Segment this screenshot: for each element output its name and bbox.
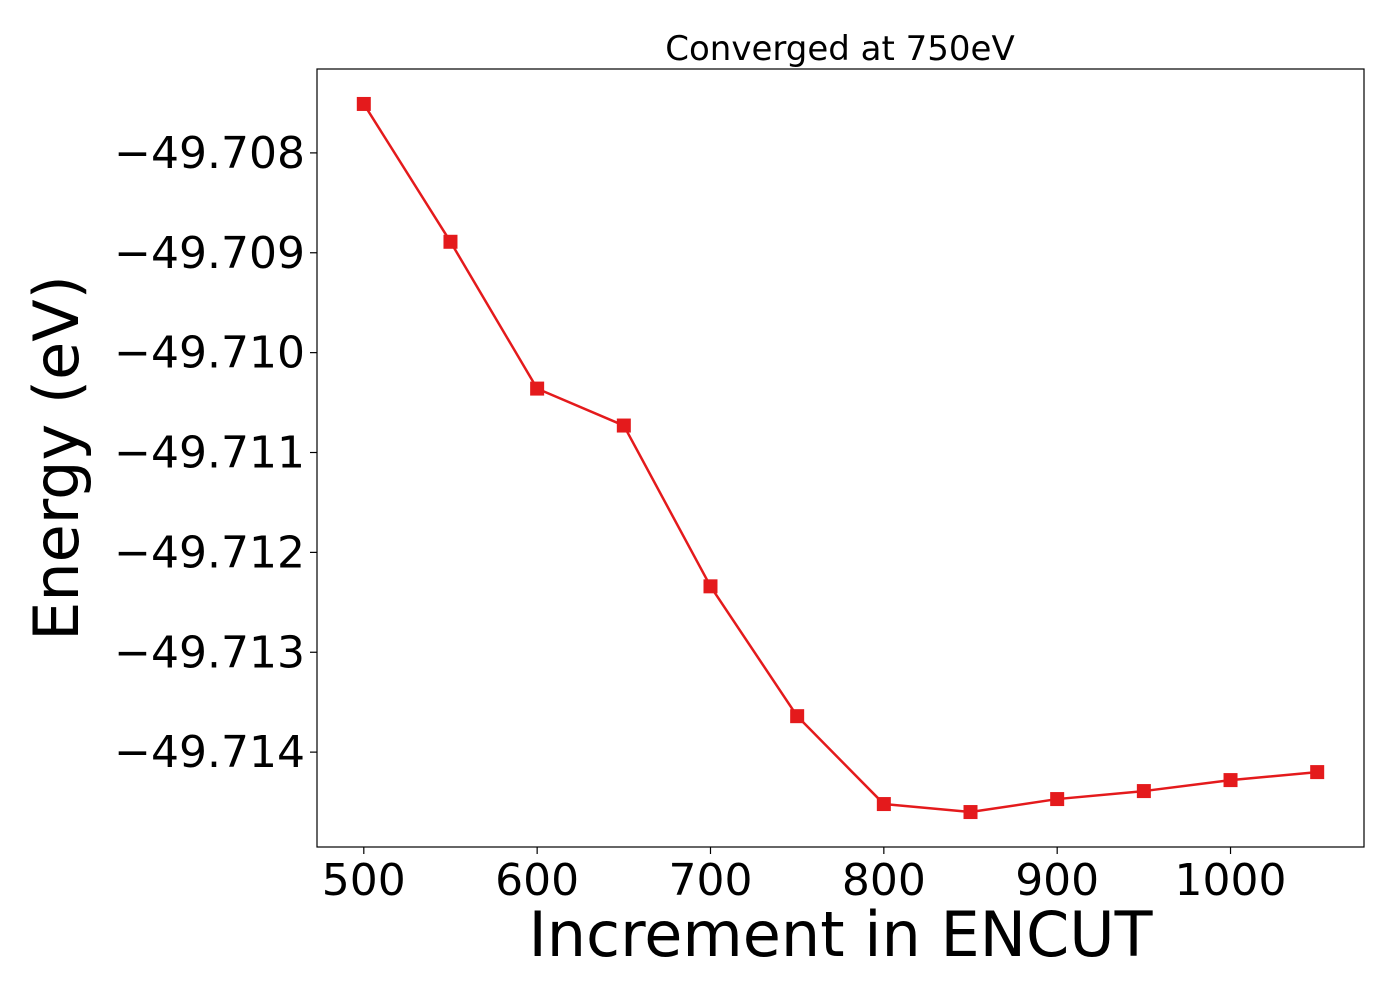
y-tick-label: −49.710 [114,328,305,379]
x-axis-ticks: 500 600 700 800 900 1000 [322,847,1287,906]
y-axis-title: Energy (eV) [20,275,93,641]
chart-title: Converged at 750eV [665,29,1014,69]
data-point [530,381,545,396]
data-point [790,709,805,724]
x-tick-label: 1000 [1175,855,1287,906]
data-point [703,579,718,594]
data-point [1136,784,1151,799]
x-axis-title: Increment in ENCUT [528,898,1153,971]
y-tick-label: −49.708 [114,128,305,179]
y-tick-label: −49.712 [114,527,305,578]
x-tick-label: 800 [842,855,926,906]
y-tick-label: −49.709 [114,228,305,279]
data-point [1223,773,1238,788]
data-point [616,418,631,433]
x-tick-label: 900 [1015,855,1099,906]
data-point [1050,792,1065,807]
y-axis-ticks: −49.708 −49.709 −49.710 −49.711 −49.712 −49.7… [114,128,317,778]
y-tick-label: −49.714 [114,727,305,778]
x-tick-label: 600 [495,855,579,906]
data-point [356,96,371,111]
plot-frame [316,68,1365,848]
data-series [356,96,1325,820]
data-point [1310,765,1325,780]
series-line [362,103,1318,814]
y-tick-label: −49.711 [114,428,305,479]
x-tick-label: 700 [668,855,752,906]
x-tick-label: 500 [322,855,406,906]
data-point [963,805,978,820]
y-tick-label: −49.713 [114,627,305,678]
data-point [443,234,458,249]
data-point [876,797,891,812]
